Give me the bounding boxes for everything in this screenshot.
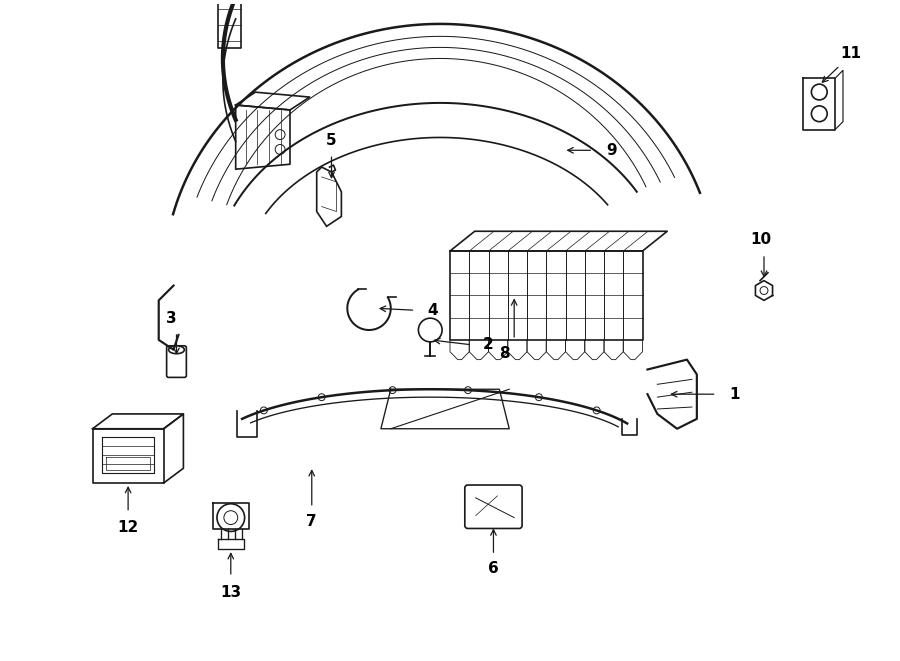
Text: 12: 12 <box>118 520 139 535</box>
Polygon shape <box>317 167 341 226</box>
Circle shape <box>275 145 285 155</box>
Text: 10: 10 <box>751 231 771 247</box>
FancyBboxPatch shape <box>464 485 522 529</box>
Text: 11: 11 <box>841 46 861 61</box>
Text: 13: 13 <box>220 585 241 600</box>
Text: 5: 5 <box>326 133 337 148</box>
FancyBboxPatch shape <box>166 346 186 377</box>
Text: 9: 9 <box>606 143 616 158</box>
Circle shape <box>812 106 827 122</box>
Text: 8: 8 <box>499 346 509 361</box>
Circle shape <box>418 318 442 342</box>
Circle shape <box>319 394 325 401</box>
Ellipse shape <box>168 346 184 354</box>
Text: 1: 1 <box>729 387 740 402</box>
Text: 7: 7 <box>307 514 317 529</box>
Text: 2: 2 <box>482 337 493 352</box>
Circle shape <box>536 394 543 401</box>
Circle shape <box>593 407 600 414</box>
Circle shape <box>224 511 238 525</box>
Circle shape <box>760 287 768 294</box>
Circle shape <box>260 407 267 414</box>
Text: 6: 6 <box>488 561 499 576</box>
Text: 4: 4 <box>428 303 438 318</box>
Circle shape <box>464 387 472 393</box>
Circle shape <box>389 387 396 393</box>
Text: 3: 3 <box>166 311 177 326</box>
Circle shape <box>275 130 285 139</box>
Circle shape <box>217 504 245 531</box>
Circle shape <box>812 84 827 100</box>
